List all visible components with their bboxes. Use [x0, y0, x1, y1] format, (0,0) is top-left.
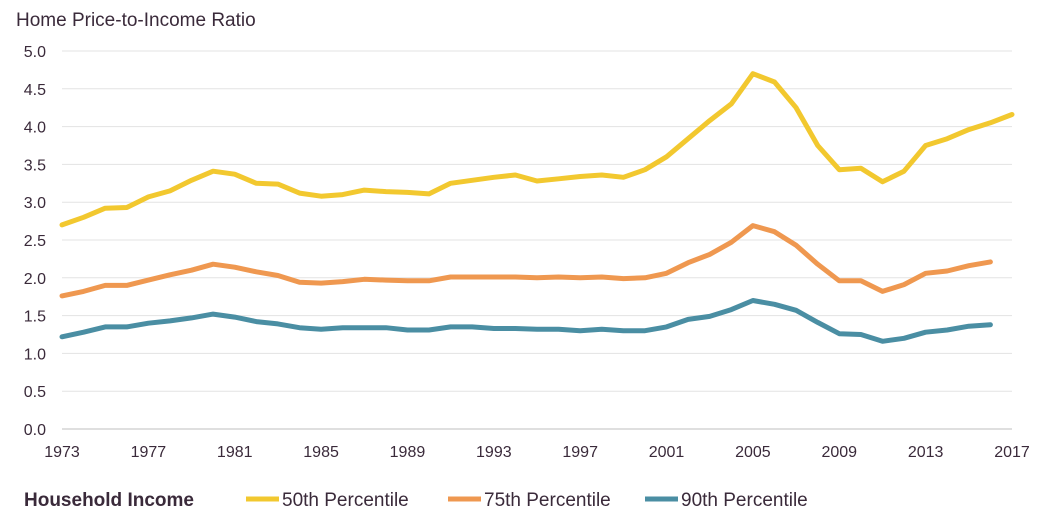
x-tick-label: 2013 — [908, 444, 944, 461]
gridlines — [62, 50, 1012, 430]
y-tick-label: 3.0 — [24, 195, 46, 212]
y-tick-label: 0.5 — [24, 384, 46, 401]
y-tick-label: 5.0 — [24, 44, 46, 61]
x-tick-label: 2001 — [649, 444, 685, 461]
legend-title: Household Income — [24, 490, 194, 511]
chart-title: Home Price-to-Income Ratio — [16, 10, 256, 31]
y-tick-label: 1.0 — [24, 346, 46, 363]
x-tick-label: 1973 — [44, 444, 80, 461]
x-tick-label: 1985 — [303, 444, 339, 461]
series-line-2 — [59, 223, 993, 299]
y-axis: 0.0 0.5 1.0 1.5 2.0 2.5 3.0 3.5 4.0 4.5 5.0 — [24, 44, 46, 439]
x-tick-label: 1989 — [390, 444, 426, 461]
x-tick-label: 1993 — [476, 444, 512, 461]
x-tick-label: 2017 — [994, 444, 1030, 461]
x-tick-label: 1977 — [131, 444, 167, 461]
series-lines — [59, 71, 1015, 344]
series-line-3 — [59, 298, 993, 344]
y-tick-label: 2.0 — [24, 271, 46, 288]
y-tick-label: 3.5 — [24, 157, 46, 174]
x-tick-label: 2009 — [821, 444, 857, 461]
legend-label-2: 75th Percentile — [484, 490, 611, 511]
x-tick-label: 1997 — [562, 444, 598, 461]
x-tick-label: 1981 — [217, 444, 253, 461]
y-tick-label: 2.5 — [24, 233, 46, 250]
x-tick-label: 2005 — [735, 444, 771, 461]
legend-label-1: 50th Percentile — [282, 490, 409, 511]
legend-label-3: 90th Percentile — [681, 490, 808, 511]
y-tick-label: 4.0 — [24, 120, 46, 137]
series-line-1 — [59, 71, 1015, 228]
y-tick-label: 0.0 — [24, 422, 46, 439]
y-tick-label: 4.5 — [24, 82, 46, 99]
legend: Household Income 50th Percentile 75th Per… — [24, 490, 808, 511]
x-axis: 1973 1977 1981 1985 1989 1993 1997 2001 2005 2009… — [44, 444, 1030, 461]
y-tick-label: 1.5 — [24, 309, 46, 326]
